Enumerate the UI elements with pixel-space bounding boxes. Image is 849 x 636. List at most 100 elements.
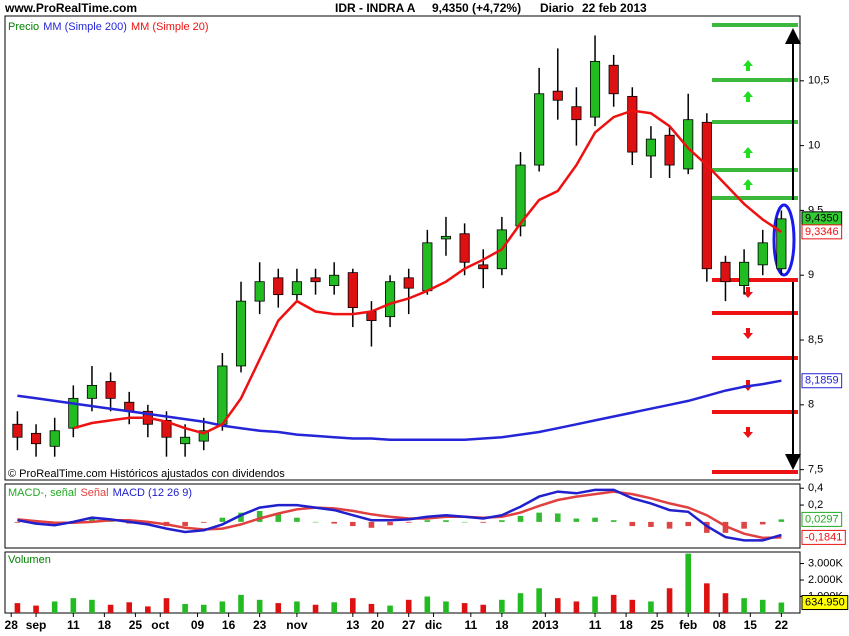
candle-body (571, 106, 582, 121)
macd-bar (480, 521, 487, 523)
last-value-box (801, 224, 843, 240)
y-tick-label: 3.000K (808, 557, 844, 569)
candle-body (720, 261, 731, 283)
volume-bar (70, 598, 77, 613)
x-tick-label: 20 (371, 618, 385, 632)
candle-body (478, 264, 489, 270)
x-tick-label: dic (425, 618, 443, 632)
last-value-label: 9,3346 (805, 226, 839, 238)
symbol: IDR - INDRA A (335, 1, 416, 15)
site: www.ProRealTime.com (4, 1, 137, 15)
moving-average (17, 379, 782, 442)
candle-body (217, 365, 228, 425)
x-tick-label: 11 (67, 618, 80, 632)
volume-bar (405, 599, 412, 613)
up-arrow (743, 179, 753, 190)
volume-bar (554, 598, 561, 613)
x-tick-label: 18 (495, 618, 509, 632)
macd-bar (200, 521, 207, 523)
x-tick-label: 18 (619, 618, 633, 632)
candle-body (198, 430, 209, 442)
price-panel (4, 15, 801, 481)
candle-body (739, 261, 750, 286)
candle-body (776, 218, 787, 270)
candle-body (459, 233, 470, 263)
legend-entry: Precio (8, 21, 39, 33)
x-tick-label: 16 (222, 618, 236, 632)
volume-panel (4, 551, 801, 614)
volume-bar (573, 601, 580, 613)
volume-bar (387, 605, 393, 613)
candle-body (589, 60, 601, 118)
moving-average (72, 109, 783, 435)
candle-body (385, 281, 396, 318)
volume-bar (610, 594, 617, 613)
macd-bar (517, 516, 524, 522)
volume-bar (294, 601, 300, 613)
legend-entry: MACD (12 26 9) (113, 487, 192, 499)
macd-panel (4, 483, 801, 549)
last-value-box (801, 595, 849, 611)
volume-bar (33, 605, 39, 613)
macd-bar (368, 521, 375, 528)
volume-title: Volumen (8, 554, 51, 566)
volume-bar (200, 604, 207, 613)
macd-bar (331, 521, 337, 524)
volume-bar (536, 588, 542, 613)
y-tick-label: 8 (808, 399, 814, 411)
x-tick-label: 08 (713, 618, 727, 632)
macd-bar (573, 518, 580, 522)
macd-bar (461, 521, 468, 523)
macd-bar (443, 520, 449, 522)
last-value-box (801, 529, 846, 545)
candle-body (701, 121, 712, 270)
candle-body (403, 277, 414, 289)
up-arrow (743, 147, 753, 158)
volume-bar (499, 599, 505, 613)
macd-bar (219, 517, 226, 522)
candle-body (12, 423, 23, 438)
macd-bar (759, 521, 766, 525)
candle-body (254, 281, 265, 302)
macd-bar (14, 521, 21, 523)
volume-bar (778, 602, 785, 613)
highlight-ellipse (772, 203, 796, 277)
candle-body (86, 384, 98, 399)
macd-bar (610, 520, 617, 522)
note: © ProRealTime.com Históricos ajustados c… (8, 468, 285, 480)
candle-body (552, 90, 563, 101)
x-tick-label: 09 (191, 618, 205, 632)
candle-body (161, 419, 172, 438)
candle-body (291, 281, 302, 296)
macd-bar (629, 521, 636, 527)
price: 9,4350 (+4,72%) (432, 1, 521, 15)
x-tick-label: 22 (775, 618, 789, 632)
y-tick-label: 2.000K (808, 574, 844, 586)
x-tick-label: 27 (402, 618, 416, 632)
macd-bar (89, 517, 95, 522)
x-tick-label: feb (679, 618, 697, 632)
up-arrow (743, 91, 753, 102)
x-tick-label: 11 (464, 618, 477, 632)
macd-bar (312, 521, 319, 523)
macd-line (17, 490, 782, 540)
volume-bar (741, 598, 747, 613)
candle-body (273, 277, 284, 296)
volume-bar (331, 602, 337, 613)
volume-bar (219, 601, 226, 613)
macd-bar (182, 521, 188, 527)
volume-bar (51, 601, 58, 613)
volume-bar (722, 593, 729, 613)
macd-bar (499, 520, 505, 522)
period: Diario (540, 1, 574, 15)
y-tick-label: 0,4 (808, 482, 823, 494)
y-tick-label: 7,5 (808, 464, 823, 476)
macd-bar (778, 519, 785, 522)
macd-bar (107, 521, 114, 522)
macd-bar (592, 517, 598, 522)
y-tick-label: 0,2 (808, 499, 823, 511)
candle-body (105, 381, 116, 399)
x-tick-label: 2013 (532, 618, 559, 632)
last-value-box (801, 373, 843, 389)
